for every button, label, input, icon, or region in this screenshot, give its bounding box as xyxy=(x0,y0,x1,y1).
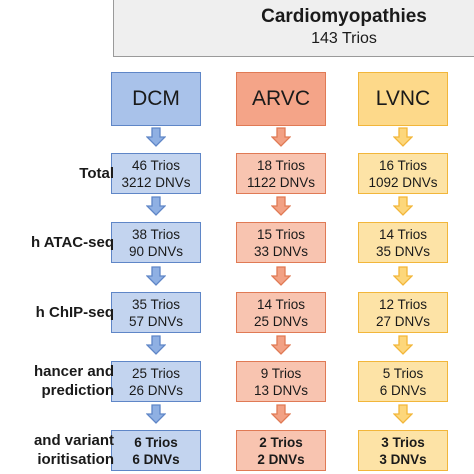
trio-count: 25 Trios xyxy=(131,365,181,381)
dcm-count-box: 25 Trios 26 DNVs xyxy=(111,361,201,402)
cohort-header: Cardiomyopathies 143 Trios xyxy=(113,0,474,57)
down-arrow-icon xyxy=(271,266,291,286)
down-arrow-icon xyxy=(146,266,166,286)
arvc-count-box: 15 Trios 33 DNVs xyxy=(236,222,326,263)
dnv-count: 13 DNVs xyxy=(253,382,309,398)
arvc-count-box: 14 Trios 25 DNVs xyxy=(236,292,326,333)
trio-count: 14 Trios xyxy=(256,296,306,312)
row-label-line: h ChIP-seq xyxy=(35,303,114,321)
column-header-arvc: ARVC xyxy=(236,72,326,126)
dnv-count: 25 DNVs xyxy=(253,313,309,329)
header-subtitle: 143 Trios xyxy=(311,30,377,47)
row-label: and variant ioritisation xyxy=(34,431,114,469)
lvnc-count-box: 12 Trios 27 DNVs xyxy=(358,292,448,333)
dnv-count: 26 DNVs xyxy=(128,382,184,398)
dnv-count: 90 DNVs xyxy=(128,243,184,259)
dcm-count-box: 38 Trios 90 DNVs xyxy=(111,222,201,263)
row-label: Total xyxy=(79,164,114,183)
row-label: hancer and prediction xyxy=(34,362,114,400)
dnv-count: 3212 DNVs xyxy=(121,174,191,190)
lvnc-count-box: 3 Trios 3 DNVs xyxy=(358,430,448,471)
row-label-line: prediction xyxy=(41,382,114,399)
trio-count: 18 Trios xyxy=(256,157,306,173)
column-header-lvnc: LVNC xyxy=(358,72,448,126)
column-header-dcm: DCM xyxy=(111,72,201,126)
lvnc-count-box: 16 Trios 1092 DNVs xyxy=(358,153,448,194)
down-arrow-icon xyxy=(271,196,291,216)
down-arrow-icon xyxy=(393,196,413,216)
down-arrow-icon xyxy=(271,335,291,355)
trio-count: 12 Trios xyxy=(378,296,428,312)
row-label-line: ioritisation xyxy=(37,451,114,468)
lvnc-count-box: 5 Trios 6 DNVs xyxy=(358,361,448,402)
trio-count: 2 Trios xyxy=(259,434,303,450)
dnv-count: 27 DNVs xyxy=(375,313,431,329)
trio-count: 46 Trios xyxy=(131,157,181,173)
dcm-count-box: 6 Trios 6 DNVs xyxy=(111,430,201,471)
row-label-line: hancer and xyxy=(33,363,114,380)
lvnc-count-box: 14 Trios 35 DNVs xyxy=(358,222,448,263)
dcm-count-box: 46 Trios 3212 DNVs xyxy=(111,153,201,194)
dnv-count: 33 DNVs xyxy=(253,243,309,259)
down-arrow-icon xyxy=(146,404,166,424)
dcm-count-box: 35 Trios 57 DNVs xyxy=(111,292,201,333)
dnv-count: 3 DNVs xyxy=(379,451,427,467)
dnv-count: 35 DNVs xyxy=(375,243,431,259)
down-arrow-icon xyxy=(146,196,166,216)
trio-count: 15 Trios xyxy=(256,226,306,242)
dnv-count: 1092 DNVs xyxy=(368,174,438,190)
down-arrow-icon xyxy=(146,335,166,355)
row-label: h ChIP-seq xyxy=(36,303,114,322)
down-arrow-icon xyxy=(393,335,413,355)
trio-count: 14 Trios xyxy=(378,226,428,242)
trio-count: 38 Trios xyxy=(131,226,181,242)
down-arrow-icon xyxy=(393,266,413,286)
trio-count: 3 Trios xyxy=(381,434,425,450)
down-arrow-icon xyxy=(146,127,166,147)
arvc-count-box: 18 Trios 1122 DNVs xyxy=(236,153,326,194)
arvc-count-box: 2 Trios 2 DNVs xyxy=(236,430,326,471)
trio-count: 5 Trios xyxy=(382,365,424,381)
trio-count: 16 Trios xyxy=(378,157,428,173)
header-title: Cardiomyopathies xyxy=(261,6,427,27)
row-label: h ATAC-seq xyxy=(31,233,114,252)
trio-count: 9 Trios xyxy=(260,365,302,381)
dnv-count: 57 DNVs xyxy=(128,313,184,329)
row-label-line: Total xyxy=(79,164,114,182)
down-arrow-icon xyxy=(271,127,291,147)
dnv-count: 2 DNVs xyxy=(257,451,305,467)
down-arrow-icon xyxy=(271,404,291,424)
down-arrow-icon xyxy=(393,404,413,424)
dnv-count: 6 DNVs xyxy=(132,451,180,467)
trio-count: 6 Trios xyxy=(134,434,178,450)
down-arrow-icon xyxy=(393,127,413,147)
row-label-line: h ATAC-seq xyxy=(30,233,114,251)
dnv-count: 6 DNVs xyxy=(379,382,427,398)
row-label-line: and variant xyxy=(33,432,114,449)
trio-count: 35 Trios xyxy=(131,296,181,312)
arvc-count-box: 9 Trios 13 DNVs xyxy=(236,361,326,402)
dnv-count: 1122 DNVs xyxy=(246,174,316,190)
